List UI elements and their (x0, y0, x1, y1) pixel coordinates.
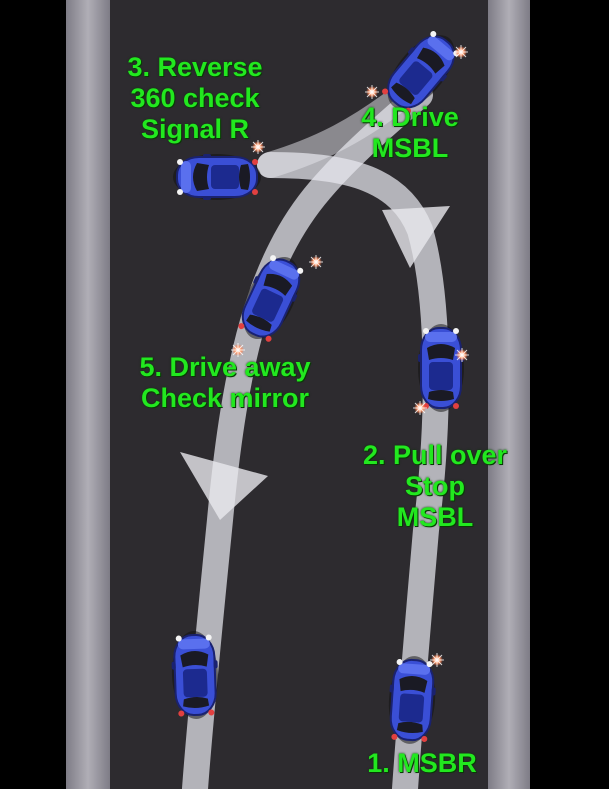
arrowhead-icon (382, 206, 450, 268)
label-step3: 3. Reverse 360 check Signal R (110, 52, 280, 145)
label-step5: 5. Drive away Check mirror (120, 352, 330, 414)
label-step5-line1: 5. Drive away (139, 352, 311, 382)
right-kerb (488, 0, 530, 789)
left-kerb (66, 0, 110, 789)
label-step2: 2. Pull over Stop MSBL (345, 440, 525, 533)
label-step1: 1. MSBR (352, 748, 492, 779)
label-step3-line1: 3. Reverse (127, 52, 263, 82)
label-step4: 4. Drive MSBL (340, 102, 480, 164)
label-step5-line2: Check mirror (140, 383, 310, 413)
label-step4-line2: MSBL (371, 133, 449, 163)
arrowhead-icon (180, 452, 268, 520)
label-step3-line2: 360 check (130, 83, 260, 113)
label-step1-line1: 1. MSBR (367, 748, 477, 778)
label-step4-line1: 4. Drive (361, 102, 459, 132)
label-step2-line2: Stop (405, 471, 465, 501)
label-step3-line3: Signal R (140, 114, 249, 144)
car-step3 (172, 153, 262, 201)
car-step2 (417, 323, 465, 413)
label-step2-line1: 2. Pull over (362, 440, 508, 470)
label-step2-line3: MSBL (396, 502, 474, 532)
